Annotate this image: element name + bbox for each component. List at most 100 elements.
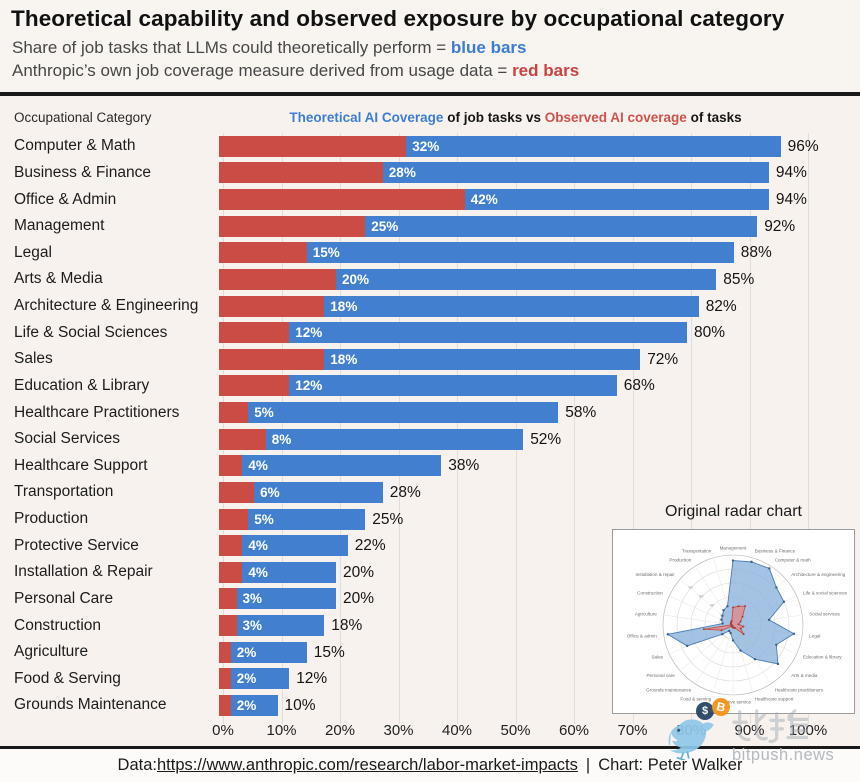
subtitle-line1: Share of job tasks that LLMs could theor… bbox=[12, 38, 527, 58]
theoretical-coverage-bar bbox=[219, 375, 617, 397]
page-title: Theoretical capability and observed expo… bbox=[11, 6, 785, 31]
bar-row: Healthcare Practitioners 5% 58% bbox=[0, 399, 860, 426]
theoretical-value-label: 15% bbox=[313, 643, 345, 661]
radar-axis-label: Education & library bbox=[803, 654, 842, 659]
radar-axis-label: Production bbox=[669, 558, 691, 563]
top-divider-rule bbox=[0, 92, 860, 96]
theoretical-value-label: 68% bbox=[623, 377, 655, 395]
radar-point bbox=[739, 627, 742, 630]
bar-track: 3% 20% bbox=[219, 586, 856, 613]
theoretical-value-label: 18% bbox=[331, 617, 363, 635]
subtitle-line2-text: Anthropic’s own job coverage measure der… bbox=[12, 61, 513, 80]
subtitle-line1-text: Share of job tasks that LLMs could theor… bbox=[12, 38, 451, 57]
theoretical-coverage-bar bbox=[219, 508, 366, 530]
gridline-70% bbox=[632, 133, 634, 724]
theoretical-coverage-bar bbox=[219, 428, 524, 450]
observed-coverage-bar bbox=[219, 481, 255, 503]
bar-track: 28% 94% bbox=[219, 160, 856, 187]
bar-row: Food & Serving 2% 12% bbox=[0, 666, 860, 693]
bar-row: Education & Library 12% 68% bbox=[0, 373, 860, 400]
theoretical-value-label: 10% bbox=[284, 696, 316, 714]
radar-axis-label: Office & admin bbox=[627, 633, 657, 638]
theoretical-value-label: 94% bbox=[775, 164, 807, 182]
category-label: Business & Finance bbox=[14, 163, 151, 181]
observed-coverage-bar bbox=[219, 508, 249, 530]
theoretical-value-label: 38% bbox=[448, 457, 480, 475]
category-label: Arts & Media bbox=[14, 270, 103, 288]
radar-point bbox=[782, 600, 786, 603]
radar-inset: Management Business & Finance Computer & m… bbox=[612, 529, 855, 714]
bar-row: Sales 18% 72% bbox=[0, 346, 860, 373]
header-observed-coverage: Observed AI coverage bbox=[544, 110, 687, 125]
x-tick-20%: 20% bbox=[324, 722, 356, 739]
bar-chart: Occupational Category Theoretical AI Cov… bbox=[0, 96, 860, 746]
theoretical-value-label: 92% bbox=[764, 217, 796, 235]
radar-axis-label: Computer & math bbox=[775, 558, 811, 563]
bar-track: 15% 88% bbox=[219, 240, 856, 267]
radar-axis-label: Arts & media bbox=[791, 673, 818, 678]
theoretical-coverage-bar bbox=[219, 561, 336, 583]
observed-value-label: 2% bbox=[236, 671, 257, 687]
radar-axis-label: Architecture & engineering bbox=[791, 572, 846, 577]
radar-point bbox=[737, 623, 740, 626]
gridline-40% bbox=[457, 133, 458, 724]
observed-coverage-bar bbox=[219, 295, 325, 317]
radar-axis-label: Life & social sciences bbox=[803, 591, 848, 596]
x-tick-10%: 10% bbox=[266, 722, 297, 739]
bar-row: Grounds Maintenance 2% 10% bbox=[0, 692, 860, 719]
radar-axis-label: Management bbox=[720, 546, 748, 551]
bar-rows: Computer & Math 32% 96% Business & Finance 2… bbox=[0, 133, 860, 719]
column-header-coverage: Theoretical AI Coverage of job tasks vs … bbox=[223, 110, 808, 125]
bar-row: Construction 3% 18% bbox=[0, 612, 860, 639]
bar-track: 12% 68% bbox=[219, 373, 856, 400]
category-label: Healthcare Practitioners bbox=[14, 403, 180, 421]
radar-inset-title: Original radar chart bbox=[665, 503, 802, 520]
theoretical-value-label: 58% bbox=[565, 404, 597, 422]
bar-row: Office & Admin 42% 94% bbox=[0, 186, 860, 213]
radar-axis-label: Social services bbox=[809, 612, 840, 617]
radar-radial-tick: 40 bbox=[710, 604, 714, 608]
radar-point bbox=[728, 629, 731, 633]
radar-point bbox=[685, 644, 689, 648]
bar-track: 6% 28% bbox=[219, 479, 856, 506]
radar-axis-label: Installation & repair bbox=[635, 572, 675, 577]
radar-point bbox=[730, 625, 733, 628]
observed-coverage-bar bbox=[219, 135, 407, 157]
bar-row: Social Services 8% 52% bbox=[0, 426, 860, 453]
bar-track: 5% 25% bbox=[219, 506, 856, 533]
observed-value-label: 6% bbox=[260, 484, 280, 500]
observed-value-label: 42% bbox=[470, 192, 498, 208]
radar-axis-label: Legal bbox=[809, 633, 820, 638]
category-label: Agriculture bbox=[14, 643, 89, 661]
x-tick-50%: 50% bbox=[500, 722, 531, 739]
observed-coverage-bar bbox=[219, 455, 243, 477]
bar-track: 20% 85% bbox=[219, 266, 856, 293]
data-source-link[interactable]: https://www.anthropic.com/research/labor… bbox=[156, 756, 578, 774]
theoretical-coverage-bar bbox=[219, 641, 307, 663]
theoretical-coverage-bar bbox=[219, 402, 559, 424]
bar-row: Architecture & Engineering 18% 82% bbox=[0, 293, 860, 320]
category-label: Legal bbox=[14, 243, 52, 261]
observed-coverage-bar bbox=[219, 668, 231, 690]
radar-axis-label: Sales bbox=[651, 654, 663, 659]
category-label: Protective Service bbox=[14, 536, 139, 554]
radar-point bbox=[731, 559, 735, 562]
theoretical-coverage-bar bbox=[219, 268, 717, 290]
category-label: Grounds Maintenance bbox=[14, 696, 167, 714]
radar-point bbox=[720, 618, 723, 621]
x-tick-40%: 40% bbox=[441, 722, 473, 739]
observed-coverage-bar bbox=[219, 615, 237, 637]
observed-value-label: 2% bbox=[236, 644, 257, 660]
radar-point bbox=[744, 605, 747, 608]
observed-value-label: 5% bbox=[254, 511, 274, 527]
x-tick-70%: 70% bbox=[617, 722, 648, 739]
category-label: Food & Serving bbox=[14, 669, 121, 687]
theoretical-coverage-bar bbox=[219, 242, 734, 264]
observed-value-label: 12% bbox=[295, 378, 323, 394]
x-axis: 0% 10% 20% 30% 40% 50% 60% 70% 80% 90% 100% bbox=[0, 722, 860, 740]
observed-value-label: 18% bbox=[330, 351, 358, 367]
radar-point bbox=[702, 628, 705, 631]
bar-track: 8% 52% bbox=[219, 426, 856, 453]
radar-spoke bbox=[694, 624, 734, 685]
footer: Data: https://www.anthropic.com/research… bbox=[0, 749, 860, 782]
